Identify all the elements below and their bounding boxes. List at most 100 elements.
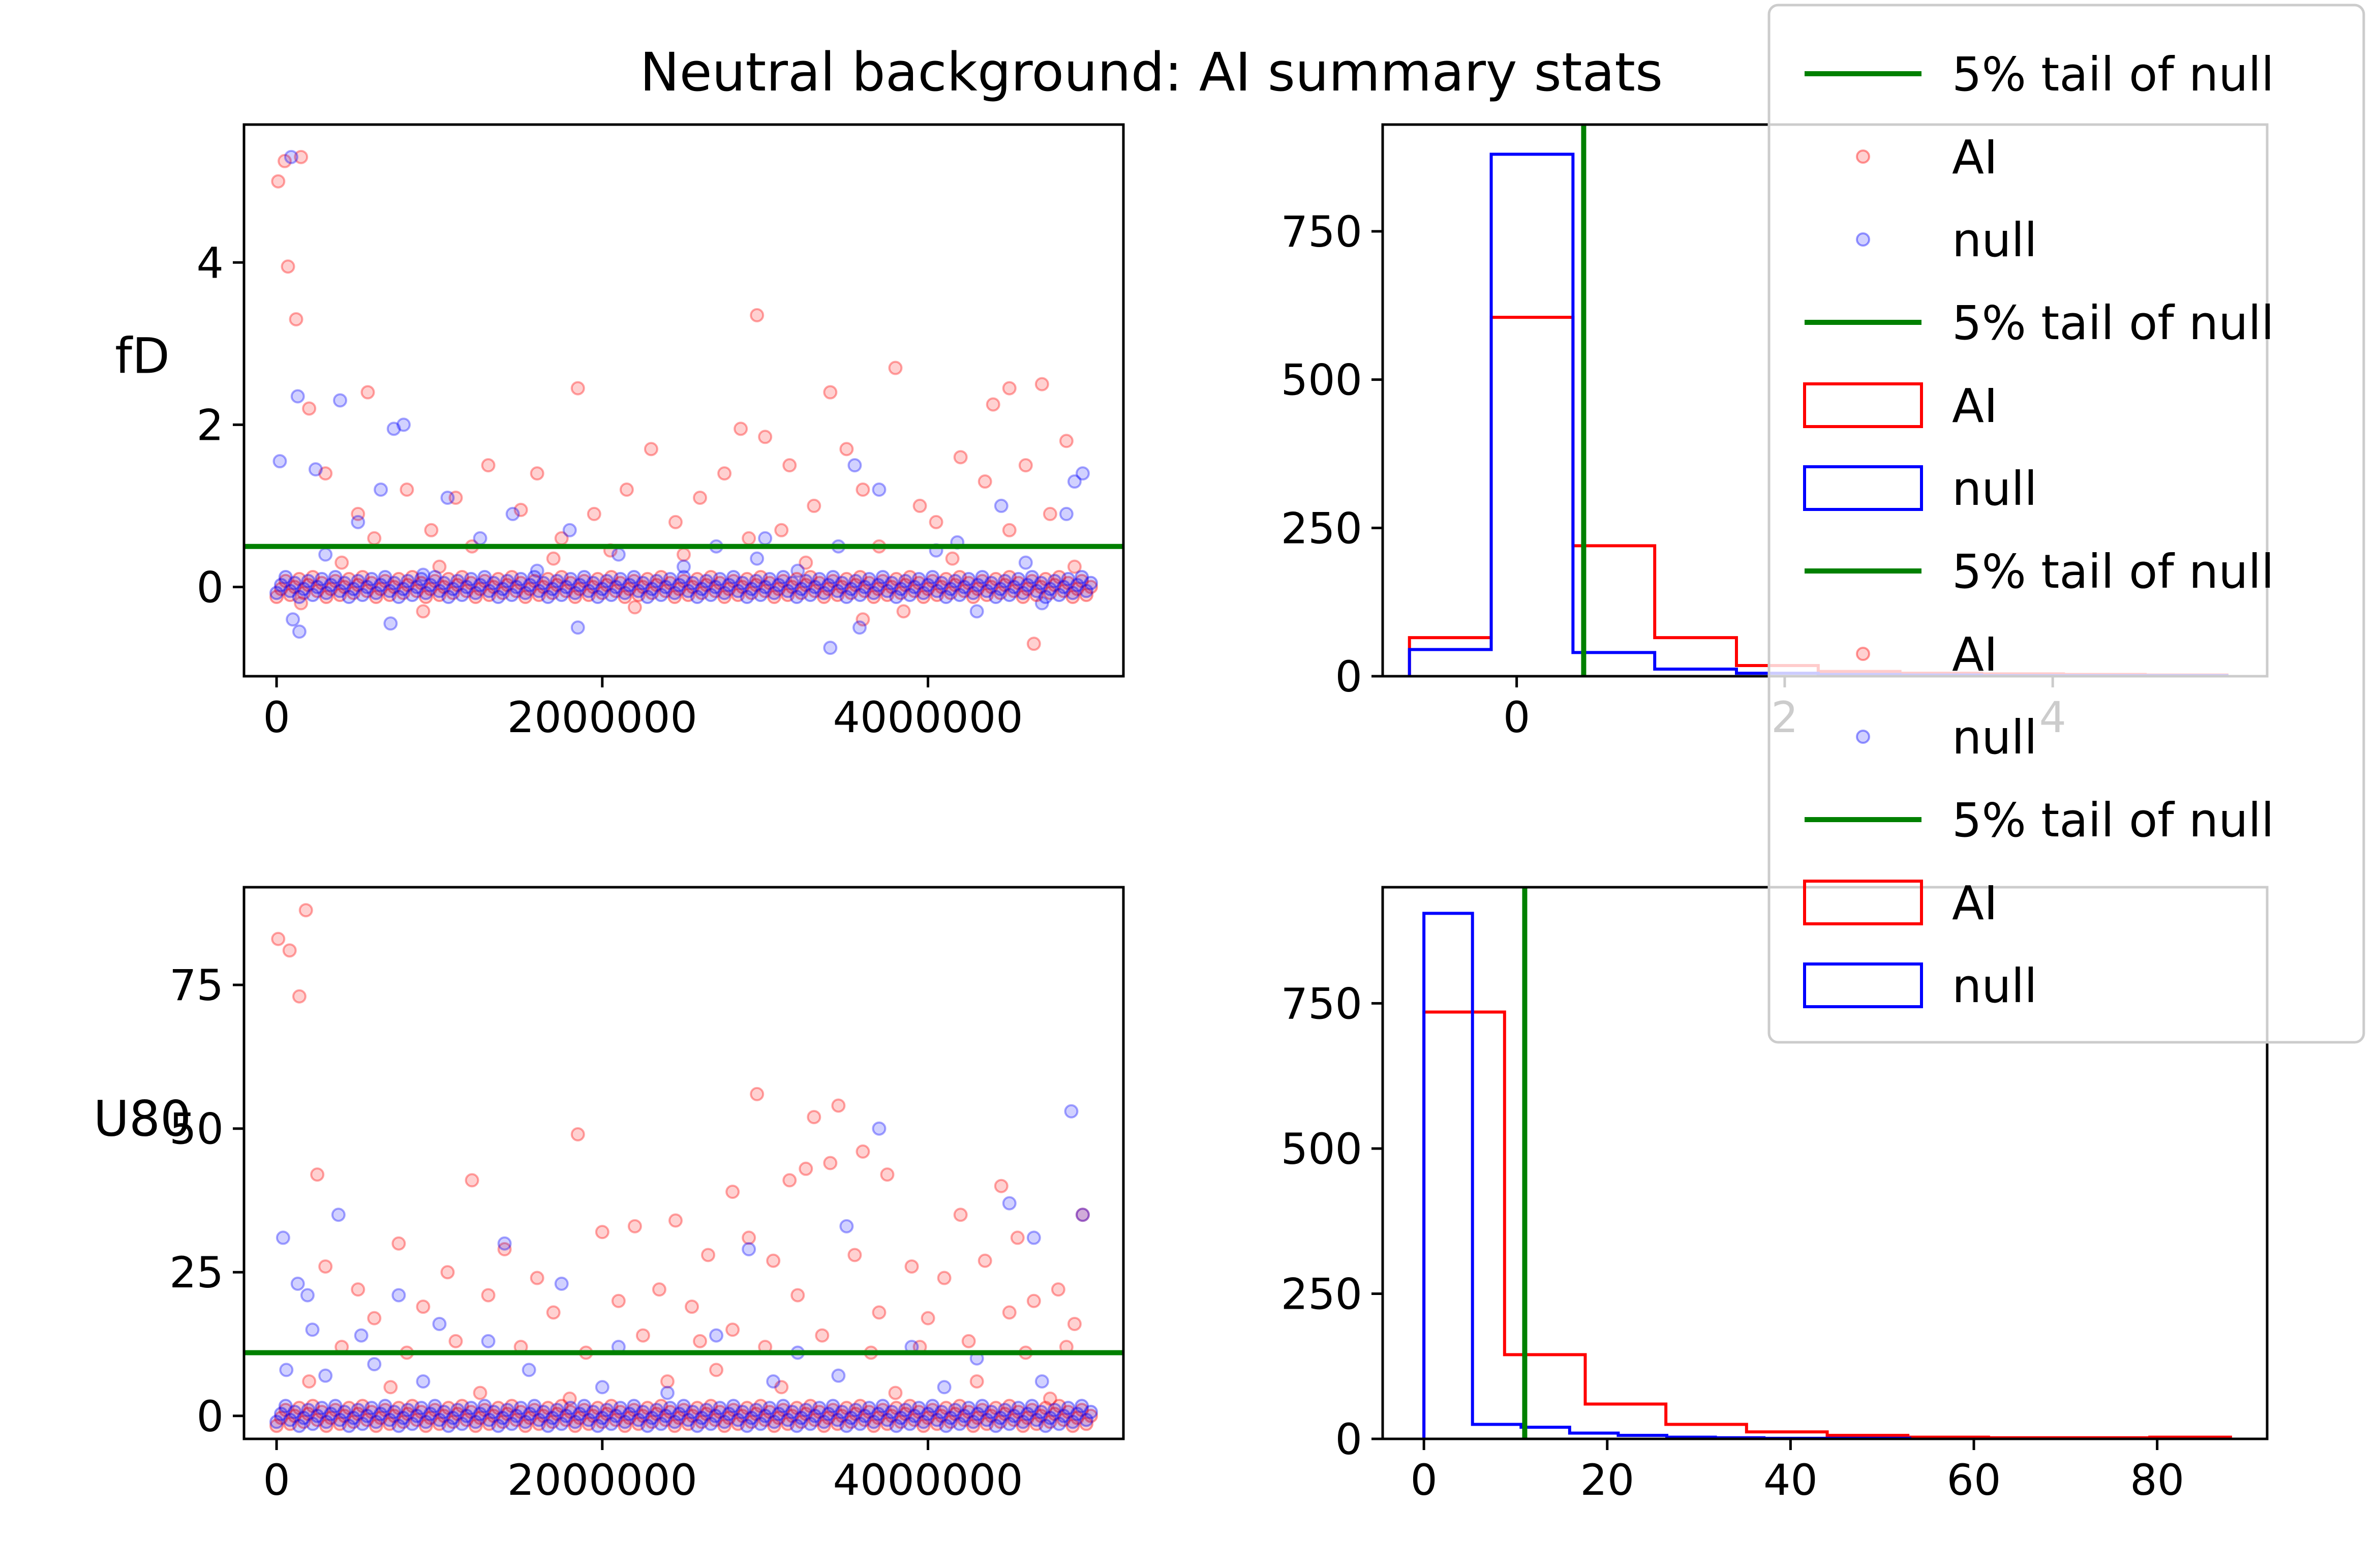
scatter-point-ai xyxy=(459,1412,474,1427)
scatter-point-ai xyxy=(721,1410,736,1425)
scatter-point-ai xyxy=(310,584,325,598)
scatter-point-ai xyxy=(839,442,854,457)
scatter-point-ai xyxy=(541,1401,556,1415)
scatter-point-null xyxy=(997,574,1012,588)
scatter-point-ai xyxy=(644,442,658,457)
scatter-point-ai xyxy=(875,1403,890,1418)
scatter-point-ai xyxy=(635,1408,650,1423)
scatter-point-ai xyxy=(750,1087,765,1101)
scatter-point-null xyxy=(450,1403,465,1418)
scatter-point-null xyxy=(994,498,1009,513)
legend-entry: null xyxy=(1856,213,2037,267)
y-tick-label: 0 xyxy=(197,562,224,612)
scatter-point-ai xyxy=(782,1173,797,1188)
scatter-point-ai xyxy=(652,1282,666,1297)
scatter-point-null xyxy=(871,1406,886,1421)
scatter-point-null xyxy=(301,1403,316,1418)
scatter-point-ai xyxy=(980,1417,994,1431)
scatter-point-ai xyxy=(762,576,777,590)
scatter-point-ai xyxy=(536,1408,551,1423)
scatter-point-null xyxy=(872,1121,887,1136)
scatter-point-null xyxy=(296,582,311,596)
scatter-point-ai xyxy=(428,574,442,588)
scatter-point-ai xyxy=(382,588,397,602)
x-tick-label: 60 xyxy=(1947,1455,2001,1505)
scatter-point-null xyxy=(658,1408,673,1423)
scatter-point-ai xyxy=(546,1305,561,1320)
scatter-point-ai xyxy=(658,1412,673,1427)
legend-entry: 5% tail of null xyxy=(1805,296,2274,350)
scatter-point-ai xyxy=(1016,1419,1030,1433)
scatter-point-ai xyxy=(894,1414,908,1429)
scatter-point-ai xyxy=(898,1406,913,1421)
scatter-point-ai xyxy=(586,580,601,594)
scatter-point-null xyxy=(269,1414,284,1429)
axes-frame xyxy=(242,886,1125,1440)
scatter-point-ai xyxy=(292,571,307,586)
scatter-point-null xyxy=(446,1410,461,1425)
scatter-point-null xyxy=(383,616,398,631)
scatter-point-ai xyxy=(509,1412,524,1427)
scatter-point-ai xyxy=(306,569,320,584)
scatter-point-ai xyxy=(685,580,700,594)
scatter-point-null xyxy=(844,1410,859,1425)
scatter-point-ai xyxy=(880,1167,895,1182)
scatter-point-null xyxy=(500,574,514,588)
scatter-point-ai xyxy=(635,580,650,594)
scatter-point-ai xyxy=(975,1403,990,1418)
x-tick-label: 0 xyxy=(1503,692,1530,742)
legend-box-swatch xyxy=(1803,382,1923,428)
scatter-point-null xyxy=(272,454,287,469)
scatter-point-null xyxy=(486,576,501,590)
scatter-point-ai xyxy=(799,1406,813,1421)
scatter-point-ai xyxy=(627,600,642,615)
scatter-point-ai xyxy=(880,1417,895,1431)
scatter-point-ai xyxy=(387,580,402,594)
scatter-point-null xyxy=(351,515,365,529)
scatter-point-ai xyxy=(957,1412,971,1427)
scatter-point-null xyxy=(290,1276,305,1291)
scatter-point-null xyxy=(354,1328,369,1343)
scatter-point-ai xyxy=(468,590,483,605)
scatter-point-null xyxy=(577,1399,592,1413)
scatter-point-ai xyxy=(677,574,691,588)
scatter-point-ai xyxy=(545,1414,560,1429)
scatter-point-null xyxy=(749,1403,764,1418)
scatter-point-null xyxy=(844,582,859,596)
scatter-point-ai xyxy=(541,571,556,586)
scatter-point-null xyxy=(315,571,329,586)
scatter-point-null xyxy=(387,1404,402,1419)
scatter-point-null xyxy=(771,1406,786,1421)
scatter-point-ai xyxy=(391,1401,406,1415)
scatter-point-null xyxy=(627,1399,642,1413)
scatter-point-ai xyxy=(360,385,375,400)
scatter-point-ai xyxy=(823,1156,838,1170)
y-tick-label: 0 xyxy=(197,1392,224,1441)
scatter-point-ai xyxy=(383,1380,398,1395)
legend-entry: 5% tail of null xyxy=(1805,47,2274,102)
scatter-point-null xyxy=(1034,1404,1049,1419)
scatter-point-ai xyxy=(1002,569,1017,584)
scatter-point-null xyxy=(789,590,804,605)
scatter-point-ai xyxy=(640,571,655,586)
scatter-point-ai xyxy=(672,582,687,596)
scatter-point-ai xyxy=(785,1408,800,1423)
scatter-point-null xyxy=(948,574,962,588)
scatter-point-null xyxy=(847,458,862,473)
scatter-point-ai xyxy=(536,580,551,594)
scatter-point-ai xyxy=(649,1406,664,1421)
scatter-point-null xyxy=(1038,590,1053,605)
scatter-point-ai xyxy=(302,1374,317,1389)
y-tick-label: 750 xyxy=(1281,207,1362,257)
scatter-point-ai xyxy=(405,569,420,584)
scatter-point-null xyxy=(857,1408,872,1423)
scatter-point-null xyxy=(1026,1230,1041,1245)
scatter-point-null xyxy=(717,1414,732,1429)
scatter-point-null xyxy=(812,1401,827,1415)
scatter-point-null xyxy=(351,574,365,588)
legend-label: AI xyxy=(1952,130,1998,185)
scatter-point-null xyxy=(839,590,854,605)
scatter-point-null xyxy=(690,590,705,605)
scatter-point-null xyxy=(464,571,478,586)
scatter-point-ai xyxy=(532,1417,546,1431)
